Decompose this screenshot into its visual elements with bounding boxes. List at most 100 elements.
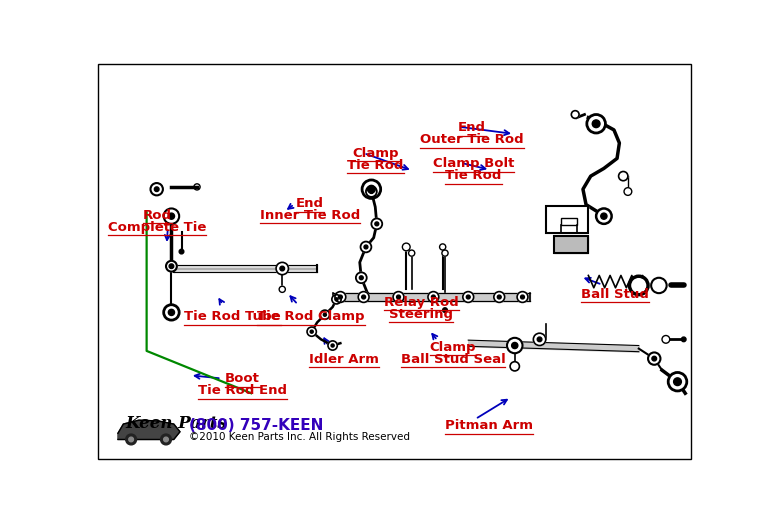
Text: Tie Rod End: Tie Rod End <box>198 384 287 397</box>
Circle shape <box>328 341 337 350</box>
Text: Clamp: Clamp <box>430 340 477 354</box>
Text: Inner Tie Rod: Inner Tie Rod <box>259 209 360 222</box>
Circle shape <box>370 190 373 193</box>
Circle shape <box>521 295 524 299</box>
Circle shape <box>164 305 179 320</box>
Text: Idler Arm: Idler Arm <box>309 353 379 366</box>
Circle shape <box>126 434 136 445</box>
Circle shape <box>307 327 316 336</box>
Circle shape <box>335 292 346 303</box>
Circle shape <box>320 310 330 319</box>
Text: (800) 757-KEEN: (800) 757-KEEN <box>189 418 323 433</box>
Circle shape <box>571 111 579 119</box>
Circle shape <box>335 298 338 301</box>
Text: Tie Rod Tube: Tie Rod Tube <box>184 310 280 323</box>
Text: ©2010 Keen Parts Inc. All Rights Reserved: ©2010 Keen Parts Inc. All Rights Reserve… <box>189 432 410 442</box>
Circle shape <box>497 295 501 299</box>
Circle shape <box>403 243 410 251</box>
Circle shape <box>360 276 363 280</box>
Circle shape <box>618 171 628 181</box>
Circle shape <box>467 295 470 299</box>
Text: End: End <box>458 121 486 134</box>
Circle shape <box>634 281 644 290</box>
Circle shape <box>681 337 686 342</box>
Circle shape <box>276 262 289 275</box>
Circle shape <box>393 292 404 303</box>
Text: Keen Parts: Keen Parts <box>126 415 227 432</box>
Circle shape <box>428 292 439 303</box>
Circle shape <box>280 266 285 271</box>
Bar <box>546 206 588 233</box>
Circle shape <box>440 244 446 250</box>
Circle shape <box>310 330 313 333</box>
Circle shape <box>367 185 375 193</box>
Circle shape <box>592 120 600 127</box>
Circle shape <box>517 292 528 303</box>
Circle shape <box>129 437 133 442</box>
Circle shape <box>668 372 687 391</box>
Text: Tie Rod Clamp: Tie Rod Clamp <box>257 310 365 323</box>
Circle shape <box>362 180 380 198</box>
Text: Boot: Boot <box>225 372 260 385</box>
Text: Steering: Steering <box>390 308 454 321</box>
Circle shape <box>601 213 607 219</box>
Circle shape <box>409 250 415 256</box>
Circle shape <box>366 186 377 197</box>
Circle shape <box>332 295 341 304</box>
Circle shape <box>331 344 334 347</box>
Text: End: End <box>296 197 324 210</box>
Circle shape <box>323 313 326 316</box>
Circle shape <box>362 295 366 299</box>
Circle shape <box>511 342 518 349</box>
Circle shape <box>494 292 504 303</box>
Text: Tie Rod: Tie Rod <box>347 159 403 171</box>
Bar <box>554 236 588 253</box>
Circle shape <box>164 437 169 442</box>
Circle shape <box>534 333 546 346</box>
Circle shape <box>442 250 448 256</box>
Text: Clamp Bolt: Clamp Bolt <box>433 157 514 170</box>
Circle shape <box>596 208 611 224</box>
Text: Tie Rod: Tie Rod <box>445 169 501 182</box>
Text: Rod: Rod <box>142 209 172 222</box>
Circle shape <box>179 249 184 254</box>
Text: Ball Stud: Ball Stud <box>581 287 649 300</box>
Circle shape <box>169 309 175 315</box>
Bar <box>546 206 588 233</box>
Circle shape <box>431 295 435 299</box>
Circle shape <box>164 208 179 224</box>
Circle shape <box>364 245 368 249</box>
Circle shape <box>154 187 159 192</box>
Circle shape <box>629 276 648 295</box>
Circle shape <box>397 295 400 299</box>
Circle shape <box>510 362 520 371</box>
Circle shape <box>169 213 175 219</box>
Circle shape <box>169 264 174 268</box>
Circle shape <box>371 219 382 229</box>
Bar <box>561 218 577 225</box>
Bar <box>561 218 577 225</box>
Circle shape <box>624 188 631 195</box>
Circle shape <box>375 222 379 226</box>
Circle shape <box>166 261 177 271</box>
Circle shape <box>463 292 474 303</box>
Circle shape <box>662 336 670 343</box>
Circle shape <box>161 434 172 445</box>
Bar <box>554 236 588 253</box>
Text: Complete Tie: Complete Tie <box>108 221 206 234</box>
Circle shape <box>150 183 163 195</box>
Circle shape <box>648 352 661 365</box>
Polygon shape <box>118 420 180 439</box>
Circle shape <box>537 337 542 342</box>
Circle shape <box>652 356 657 361</box>
Circle shape <box>674 378 681 385</box>
Circle shape <box>358 292 369 303</box>
Circle shape <box>651 278 667 293</box>
Text: Outer Tie Rod: Outer Tie Rod <box>420 133 524 146</box>
Circle shape <box>443 308 447 312</box>
Circle shape <box>507 338 523 353</box>
Circle shape <box>360 241 371 252</box>
Text: Ball Stud Seal: Ball Stud Seal <box>400 353 505 366</box>
Circle shape <box>587 114 605 133</box>
Circle shape <box>356 272 367 283</box>
